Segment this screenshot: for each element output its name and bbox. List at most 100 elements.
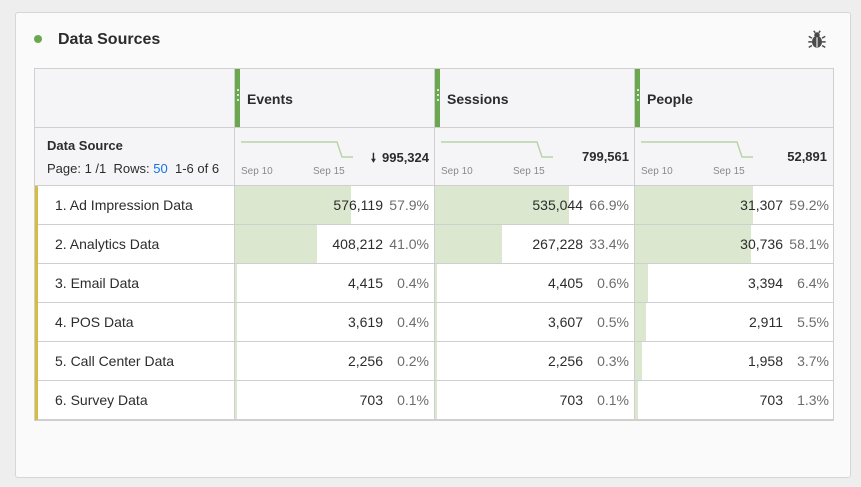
column-header-people[interactable]: People <box>635 69 833 128</box>
row-label[interactable]: 6. Survey Data <box>55 392 148 408</box>
percent-bar <box>635 381 638 419</box>
column-total-value: 799,561 <box>582 149 629 164</box>
sparkline <box>641 141 753 158</box>
cell-value: 576,119 <box>333 197 383 213</box>
row-label[interactable]: 5. Call Center Data <box>55 353 175 369</box>
cell-value: 3,394 <box>747 275 783 291</box>
column-header-label: Sessions <box>447 91 509 107</box>
cell-value: 4,415 <box>347 275 383 291</box>
cell-value: 703 <box>359 392 383 408</box>
cell-percent: 58.1% <box>789 236 829 252</box>
dimension-header-cell <box>35 69 235 128</box>
sparkline <box>441 141 553 158</box>
cell-percent: 0.4% <box>397 314 429 330</box>
cell-value: 1,958 <box>747 353 783 369</box>
percent-bar <box>235 186 351 224</box>
green-dot-icon <box>34 35 42 43</box>
cell-percent: 33.4% <box>589 236 629 252</box>
percent-bar <box>435 381 437 419</box>
cell-percent: 0.1% <box>397 392 429 408</box>
row-label[interactable]: 3. Email Data <box>55 275 140 291</box>
cell-value: 535,044 <box>532 197 583 213</box>
cell-value: 4,405 <box>547 275 583 291</box>
table-row[interactable]: 1. Ad Impression Data 576,119 57.9% 535,044… <box>35 186 833 225</box>
row-label[interactable]: 1. Ad Impression Data <box>55 197 193 213</box>
data-sources-panel: Data Sources Events Sessions People Data… <box>15 12 851 478</box>
cell-percent: 5.5% <box>797 314 829 330</box>
table-cell[interactable]: 3,394 6.4% <box>635 264 835 302</box>
column-divider <box>634 69 635 420</box>
row-label[interactable]: 4. POS Data <box>55 314 134 330</box>
sparkline-start-label: Sep 10 <box>441 166 473 177</box>
table-row[interactable]: 2. Analytics Data 408,212 41.0% 267,228 33.4… <box>35 225 833 264</box>
rows-per-page-selector[interactable]: 50 <box>153 161 168 176</box>
row-marker <box>35 264 38 303</box>
cell-percent: 6.4% <box>797 275 829 291</box>
table-cell[interactable]: 31,307 59.2% <box>635 186 835 224</box>
table-cell[interactable]: 576,119 57.9% <box>235 186 435 224</box>
table-cell[interactable]: 2,256 0.3% <box>435 342 635 380</box>
percent-bar <box>635 186 753 224</box>
cell-percent: 57.9% <box>389 197 429 213</box>
drag-handle-icon[interactable] <box>635 69 640 127</box>
row-marker <box>35 381 38 420</box>
row-label[interactable]: 2. Analytics Data <box>55 236 160 252</box>
page-indicator: Page: 1 /1 <box>47 161 107 176</box>
percent-bar <box>235 381 237 419</box>
percent-bar <box>435 342 437 380</box>
summary-cell-events: Sep 10 Sep 15 🠗 995,324 <box>235 128 435 186</box>
table-cell[interactable]: 1,958 3.7% <box>635 342 835 380</box>
sparkline-start-label: Sep 10 <box>641 166 673 177</box>
cell-value: 2,256 <box>347 353 383 369</box>
column-total: 🠗 995,324 <box>371 149 429 170</box>
row-marker <box>35 303 38 342</box>
table-cell[interactable]: 267,228 33.4% <box>435 225 635 263</box>
bug-icon[interactable] <box>806 29 828 51</box>
column-total-value: 995,324 <box>382 150 429 165</box>
table-cell[interactable]: 4,405 0.6% <box>435 264 635 302</box>
table-cell[interactable]: 3,619 0.4% <box>235 303 435 341</box>
column-header-sessions[interactable]: Sessions <box>435 69 635 128</box>
pagination: Page: 1 /1 Rows: 50 1-6 of 6 <box>47 161 219 176</box>
table-cell[interactable]: 30,736 58.1% <box>635 225 835 263</box>
cell-percent: 0.5% <box>597 314 629 330</box>
table-cell[interactable]: 2,256 0.2% <box>235 342 435 380</box>
table-cell[interactable]: 4,415 0.4% <box>235 264 435 302</box>
table-cell[interactable]: 535,044 66.9% <box>435 186 635 224</box>
row-marker <box>35 342 38 381</box>
cell-value: 703 <box>559 392 583 408</box>
cell-percent: 59.2% <box>789 197 829 213</box>
freeform-table: Events Sessions People Data Source Page:… <box>34 68 834 421</box>
cell-percent: 41.0% <box>389 236 429 252</box>
drag-handle-icon[interactable] <box>435 69 440 127</box>
percent-bar <box>235 225 317 263</box>
cell-value: 267,228 <box>532 236 583 252</box>
table-cell[interactable]: 703 1.3% <box>635 381 835 419</box>
percent-bar <box>635 303 646 341</box>
cell-percent: 0.2% <box>397 353 429 369</box>
cell-percent: 0.3% <box>597 353 629 369</box>
sort-descending-icon[interactable]: 🠗 <box>370 151 376 165</box>
sparkline-end-label: Sep 15 <box>513 166 545 177</box>
cell-percent: 0.6% <box>597 275 629 291</box>
rows-label: Rows: <box>113 161 150 176</box>
cell-value: 2,256 <box>547 353 583 369</box>
table-cell[interactable]: 3,607 0.5% <box>435 303 635 341</box>
percent-bar <box>435 186 569 224</box>
cell-value: 3,619 <box>347 314 383 330</box>
table-cell[interactable]: 703 0.1% <box>235 381 435 419</box>
sparkline-end-label: Sep 15 <box>713 166 745 177</box>
row-range: 1-6 of 6 <box>174 161 220 176</box>
sparkline-start-label: Sep 10 <box>241 166 273 177</box>
cell-value: 3,607 <box>547 314 583 330</box>
cell-percent: 0.1% <box>597 392 629 408</box>
cell-value: 31,307 <box>740 197 783 213</box>
table-cell[interactable]: 408,212 41.0% <box>235 225 435 263</box>
percent-bar <box>235 303 237 341</box>
table-cell[interactable]: 2,911 5.5% <box>635 303 835 341</box>
dimension-summary-cell: Data Source Page: 1 /1 Rows: 50 1-6 of 6 <box>35 128 235 186</box>
table-cell[interactable]: 703 0.1% <box>435 381 635 419</box>
column-header-events[interactable]: Events <box>235 69 435 128</box>
drag-handle-icon[interactable] <box>235 69 240 127</box>
percent-bar <box>235 342 237 380</box>
